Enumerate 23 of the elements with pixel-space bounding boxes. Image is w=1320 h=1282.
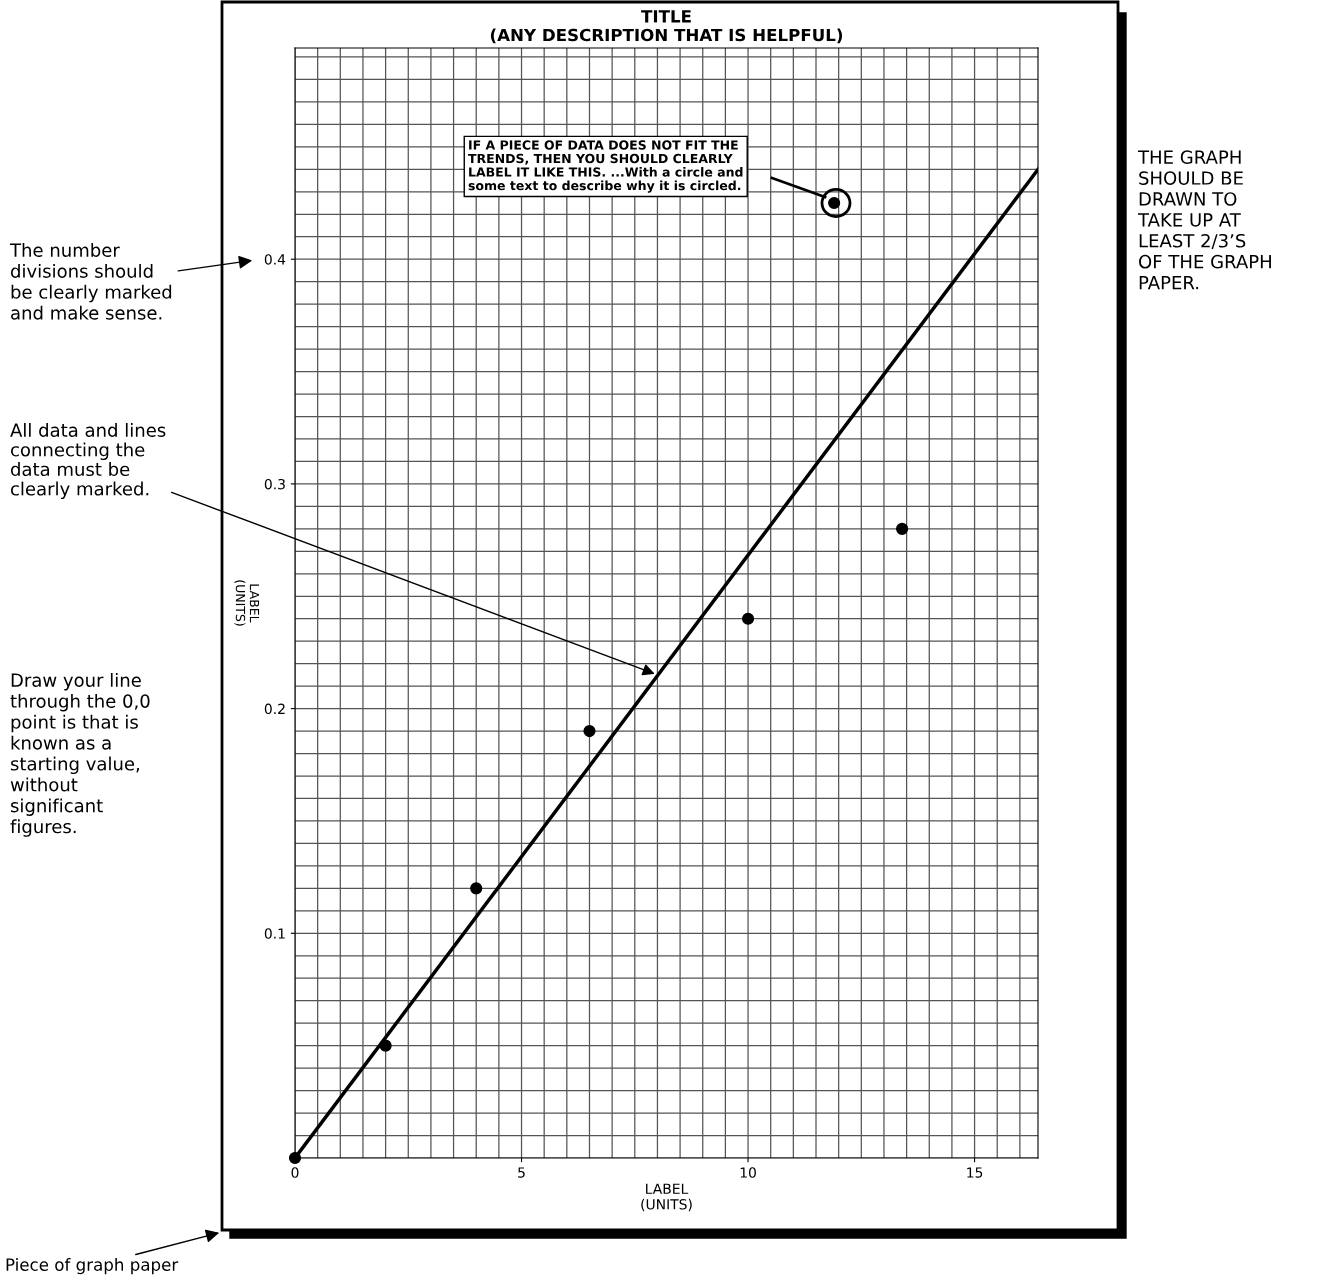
- y-tick-label: 0.3: [264, 478, 285, 490]
- point: [583, 725, 596, 738]
- x-tick-label: 5: [518, 1167, 525, 1178]
- x-tick-label: 10: [740, 1167, 756, 1178]
- point: [379, 1039, 392, 1052]
- point: [288, 1151, 302, 1165]
- y-axis-title: LABEL (UNITS): [234, 580, 260, 626]
- y-tick-label: 0.1: [264, 928, 285, 939]
- x-tick-label: 0: [291, 1167, 299, 1178]
- point: [896, 522, 909, 535]
- y-tick-label: 0.2: [264, 703, 285, 715]
- x-axis-title: LABEL (UNITS): [641, 1183, 692, 1212]
- y-tick-label: 0.4: [264, 254, 286, 265]
- text: Piece of graph paper: [6, 1258, 179, 1275]
- annotation: All data and lines connecting the data must be clearly marked.: [10, 423, 166, 500]
- point: [470, 882, 483, 895]
- annotation: IF A PIECE OF DATA DOES NOT FIT THE TRENDS, THEN YOU SHOULD CLEARLY LABEL IT LIKE THIS. ...With a circle and some text to describe why it is circled.: [468, 140, 743, 193]
- text: Draw your line through the 0,0 point is that is known as a starting value, without significant figures.: [10, 673, 150, 837]
- text: The number divisions should be clearly marked and make sense.: [9, 243, 172, 320]
- text: THE GRAPH SHOULD BE DRAWN TO TAKE UP AT LEAST 2/3’S OF THE GRAPH PAPER.: [1137, 150, 1271, 290]
- x-tick-label: 15: [967, 1167, 983, 1178]
- point: [741, 612, 755, 625]
- chart-title: TITLE (ANY DESCRIPTION THAT IS HELPFUL): [490, 10, 843, 44]
